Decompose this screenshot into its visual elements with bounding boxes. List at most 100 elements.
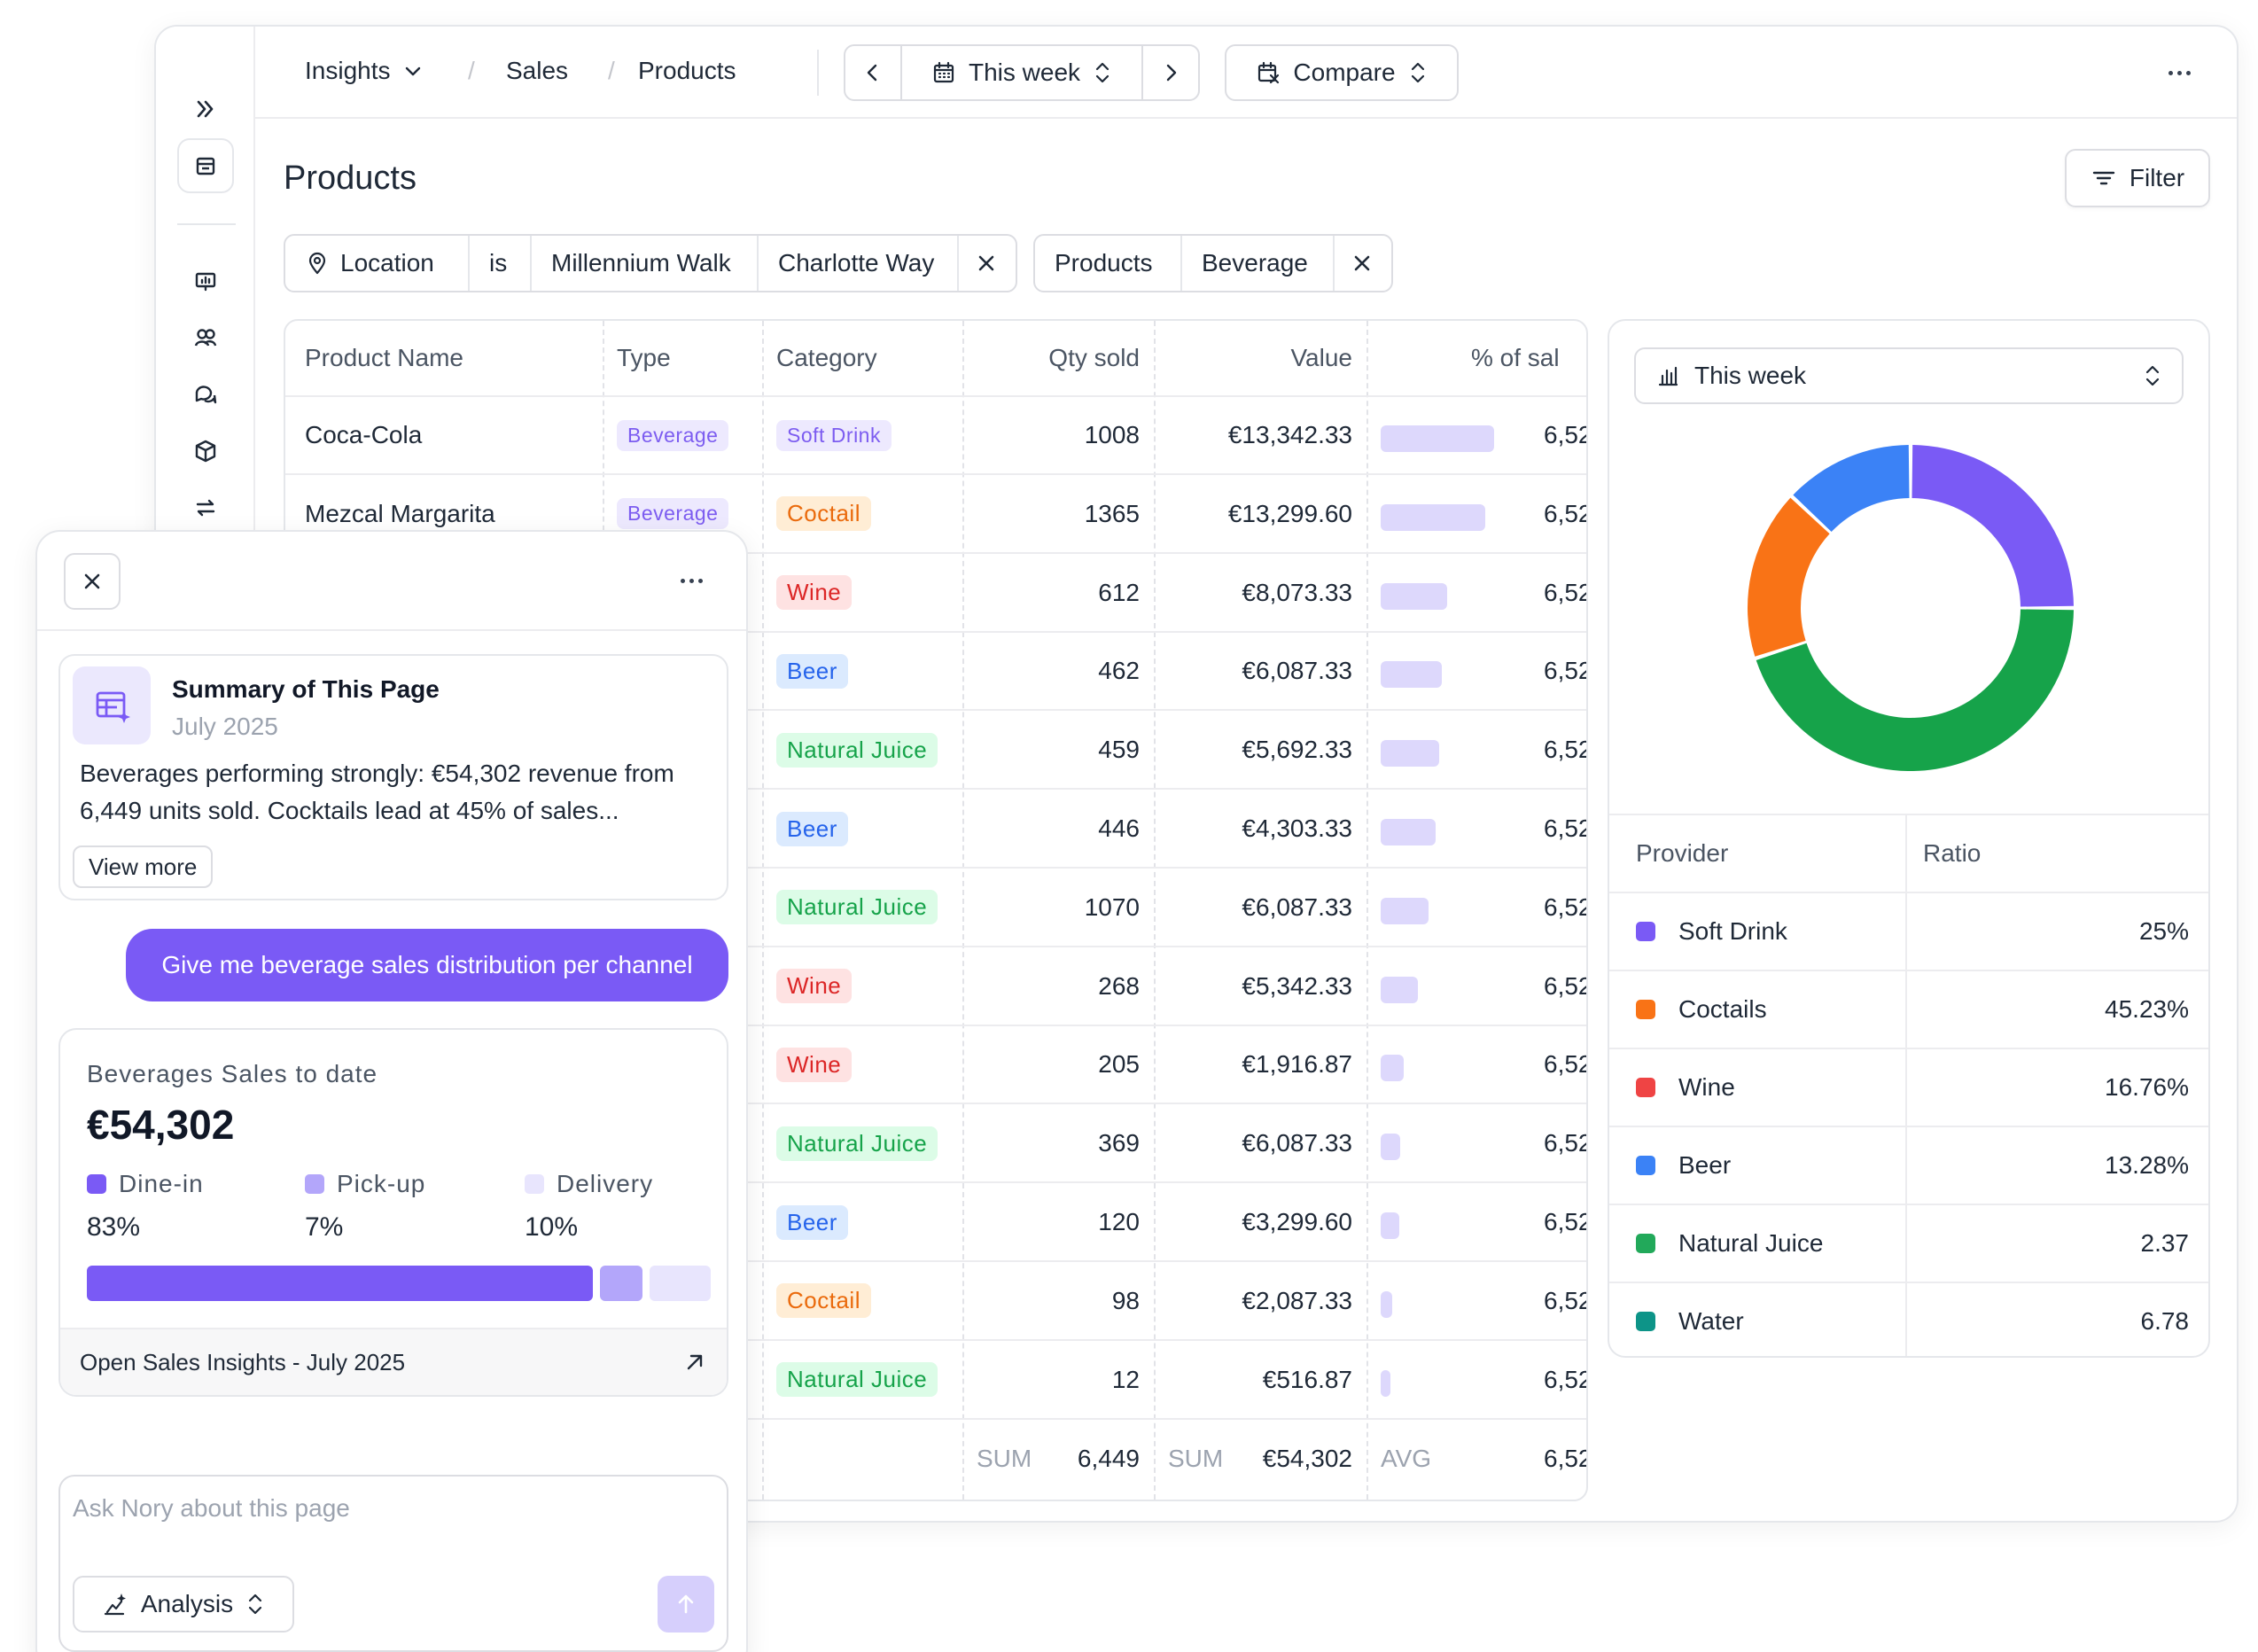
header-value[interactable]: Value (1290, 344, 1352, 371)
category-cell: Coctail (776, 1263, 871, 1339)
table-row[interactable]: Natural Juice 459 €5,692.33 6,52 (285, 712, 1586, 791)
donut-slice[interactable] (1748, 497, 1830, 657)
provider-row[interactable]: Wine 16.76% (1609, 1048, 2208, 1126)
user-message-bubble: Give me beverage sales distribution per … (126, 929, 728, 1001)
arrow-up-icon (678, 1594, 694, 1614)
value-cell: €3,299.60 (1242, 1208, 1352, 1235)
table-row[interactable]: Coctail 98 €2,087.33 6,52 (285, 1263, 1586, 1341)
category-tag: Coctail (776, 1283, 871, 1319)
transfer-icon[interactable] (177, 480, 234, 535)
category-tag: Beer (776, 653, 848, 689)
filter-label: Filter (2129, 164, 2185, 191)
sales-card-title: Beverages Sales to date (87, 1060, 378, 1087)
provider-row[interactable]: Beer 13.28% (1609, 1126, 2208, 1204)
column-divider (762, 321, 764, 1500)
table-row[interactable]: Coca-Cola Beverage Soft Drink 1008 €13,342.3… (285, 397, 1586, 475)
page-summary-card: Summary of This Page July 2025 Beverages… (58, 654, 728, 900)
table-row[interactable]: Natural Juice 1070 €6,087.33 6,52 (285, 869, 1586, 947)
package-icon[interactable] (177, 424, 234, 479)
send-button[interactable] (658, 1576, 714, 1633)
provider-row[interactable]: Soft Drink 25% (1609, 892, 2208, 970)
value-cell: €13,299.60 (1227, 499, 1352, 527)
location-value-millennium-walk[interactable]: Millennium Walk (532, 236, 759, 291)
remove-location-filter-button[interactable] (959, 236, 1016, 291)
percent-of-sales-cell: 6,52 (1544, 578, 1588, 606)
provider-row[interactable]: Water 6.78 (1609, 1282, 2208, 1356)
qty-sold-cell: 459 (1098, 736, 1140, 764)
header-product-name[interactable]: Product Name (305, 344, 463, 371)
sales-share-bar (1381, 1290, 1392, 1318)
table-row[interactable]: Wine 268 €5,342.33 6,52 (285, 948, 1586, 1026)
percent-of-sales-cell: 6,52 (1544, 421, 1588, 448)
analysis-mode-button[interactable]: Analysis (73, 1576, 294, 1633)
ask-input-placeholder[interactable]: Ask Nory about this page (73, 1494, 350, 1522)
store-icon[interactable] (177, 138, 234, 193)
chart-period-select[interactable]: This week (1634, 347, 2184, 404)
header-ratio: Ratio (1923, 839, 1982, 867)
table-row[interactable]: Beer 462 €6,087.33 6,52 (285, 633, 1586, 712)
category-tag: Soft Drink (776, 419, 892, 451)
provider-ratio: 6.78 (2140, 1307, 2190, 1335)
sales-share-bar (1381, 1212, 1399, 1239)
close-icon (1354, 255, 1370, 271)
sales-share-bar (1381, 819, 1436, 845)
percent-of-sales-cell: 6,52 (1544, 499, 1588, 527)
provider-table-header: Provider Ratio (1609, 814, 2208, 892)
table-row[interactable]: Natural Juice 369 €6,087.33 6,52 (285, 1105, 1586, 1184)
provider-color-swatch (1636, 922, 1655, 941)
breadcrumb-sales[interactable]: Sales (506, 57, 569, 84)
products-filter-chip: Products Beverage (1033, 234, 1393, 292)
remove-products-filter-button[interactable] (1335, 236, 1391, 291)
channel-percent: 10% (525, 1212, 579, 1242)
donut-slice[interactable] (1912, 445, 2074, 607)
next-period-button[interactable] (1143, 46, 1198, 99)
previous-period-button[interactable] (845, 46, 900, 99)
open-sales-insights-link[interactable]: Open Sales Insights - July 2025 (60, 1328, 727, 1395)
header-qty-sold[interactable]: Qty sold (1048, 344, 1140, 371)
ask-input-box[interactable]: Ask Nory about this page Analysis (58, 1475, 728, 1652)
donut-slice[interactable] (1793, 445, 1910, 533)
period-dropdown[interactable]: This week (900, 46, 1143, 99)
donut-slice[interactable] (1756, 609, 2074, 772)
more-options-icon[interactable] (2168, 71, 2191, 75)
users-icon[interactable] (177, 310, 234, 365)
table-row[interactable]: Natural Juice 12 €516.87 6,52 (285, 1342, 1586, 1420)
provider-color-swatch (1636, 1000, 1655, 1019)
breadcrumb-products[interactable]: Products (638, 57, 736, 84)
table-row[interactable]: Wine 612 €8,073.33 6,52 (285, 555, 1586, 633)
provider-row[interactable]: Natural Juice 2.37 (1609, 1204, 2208, 1282)
table-row[interactable]: Wine 205 €1,916.87 6,52 (285, 1026, 1586, 1105)
category-tag: Natural Juice (776, 732, 938, 768)
chevron-updown-icon (249, 1594, 262, 1615)
value-cell: €8,073.33 (1242, 578, 1352, 606)
table-row[interactable]: Mezcal Margarita Beverage Coctail 1365 €13,2… (285, 476, 1586, 554)
provider-name-cell: Beer (1636, 1127, 1731, 1204)
category-breakdown-panel: This week Provider Ratio Soft Drink 25% Co… (1608, 319, 2210, 1358)
presentation-chart-icon[interactable] (177, 253, 234, 308)
assistant-more-icon[interactable] (681, 579, 703, 583)
assistant-header (37, 532, 746, 631)
expand-sidebar-icon[interactable] (177, 82, 234, 136)
qty-sum-value: 6,449 (1077, 1445, 1140, 1472)
percent-of-sales-cell: 6,52 (1544, 1365, 1588, 1393)
close-assistant-button[interactable] (64, 553, 121, 610)
breadcrumb-insights[interactable]: Insights (305, 57, 424, 85)
provider-name: Beer (1678, 1151, 1732, 1179)
table-row[interactable]: Beer 446 €4,303.33 6,52 (285, 791, 1586, 869)
location-value-charlotte-way[interactable]: Charlotte Way (759, 236, 959, 291)
products-field[interactable]: Products (1035, 236, 1182, 291)
view-more-button[interactable]: View more (73, 845, 214, 888)
compare-button[interactable]: Compare (1225, 44, 1459, 101)
chat-bubbles-icon[interactable] (177, 367, 234, 422)
header-type[interactable]: Type (617, 344, 671, 371)
products-value-beverage[interactable]: Beverage (1182, 236, 1335, 291)
provider-row[interactable]: Coctails 45.23% (1609, 970, 2208, 1048)
channel-name: Dine-in (119, 1170, 204, 1197)
channel-color-swatch (87, 1174, 106, 1194)
table-row[interactable]: Beer 120 €3,299.60 6,52 (285, 1184, 1586, 1262)
header-category[interactable]: Category (776, 344, 877, 371)
location-field[interactable]: Location (285, 236, 470, 291)
header-percent-of-sales[interactable]: % of sal (1471, 344, 1560, 371)
location-operator[interactable]: is (470, 236, 532, 291)
filter-button[interactable]: Filter (2065, 149, 2210, 207)
